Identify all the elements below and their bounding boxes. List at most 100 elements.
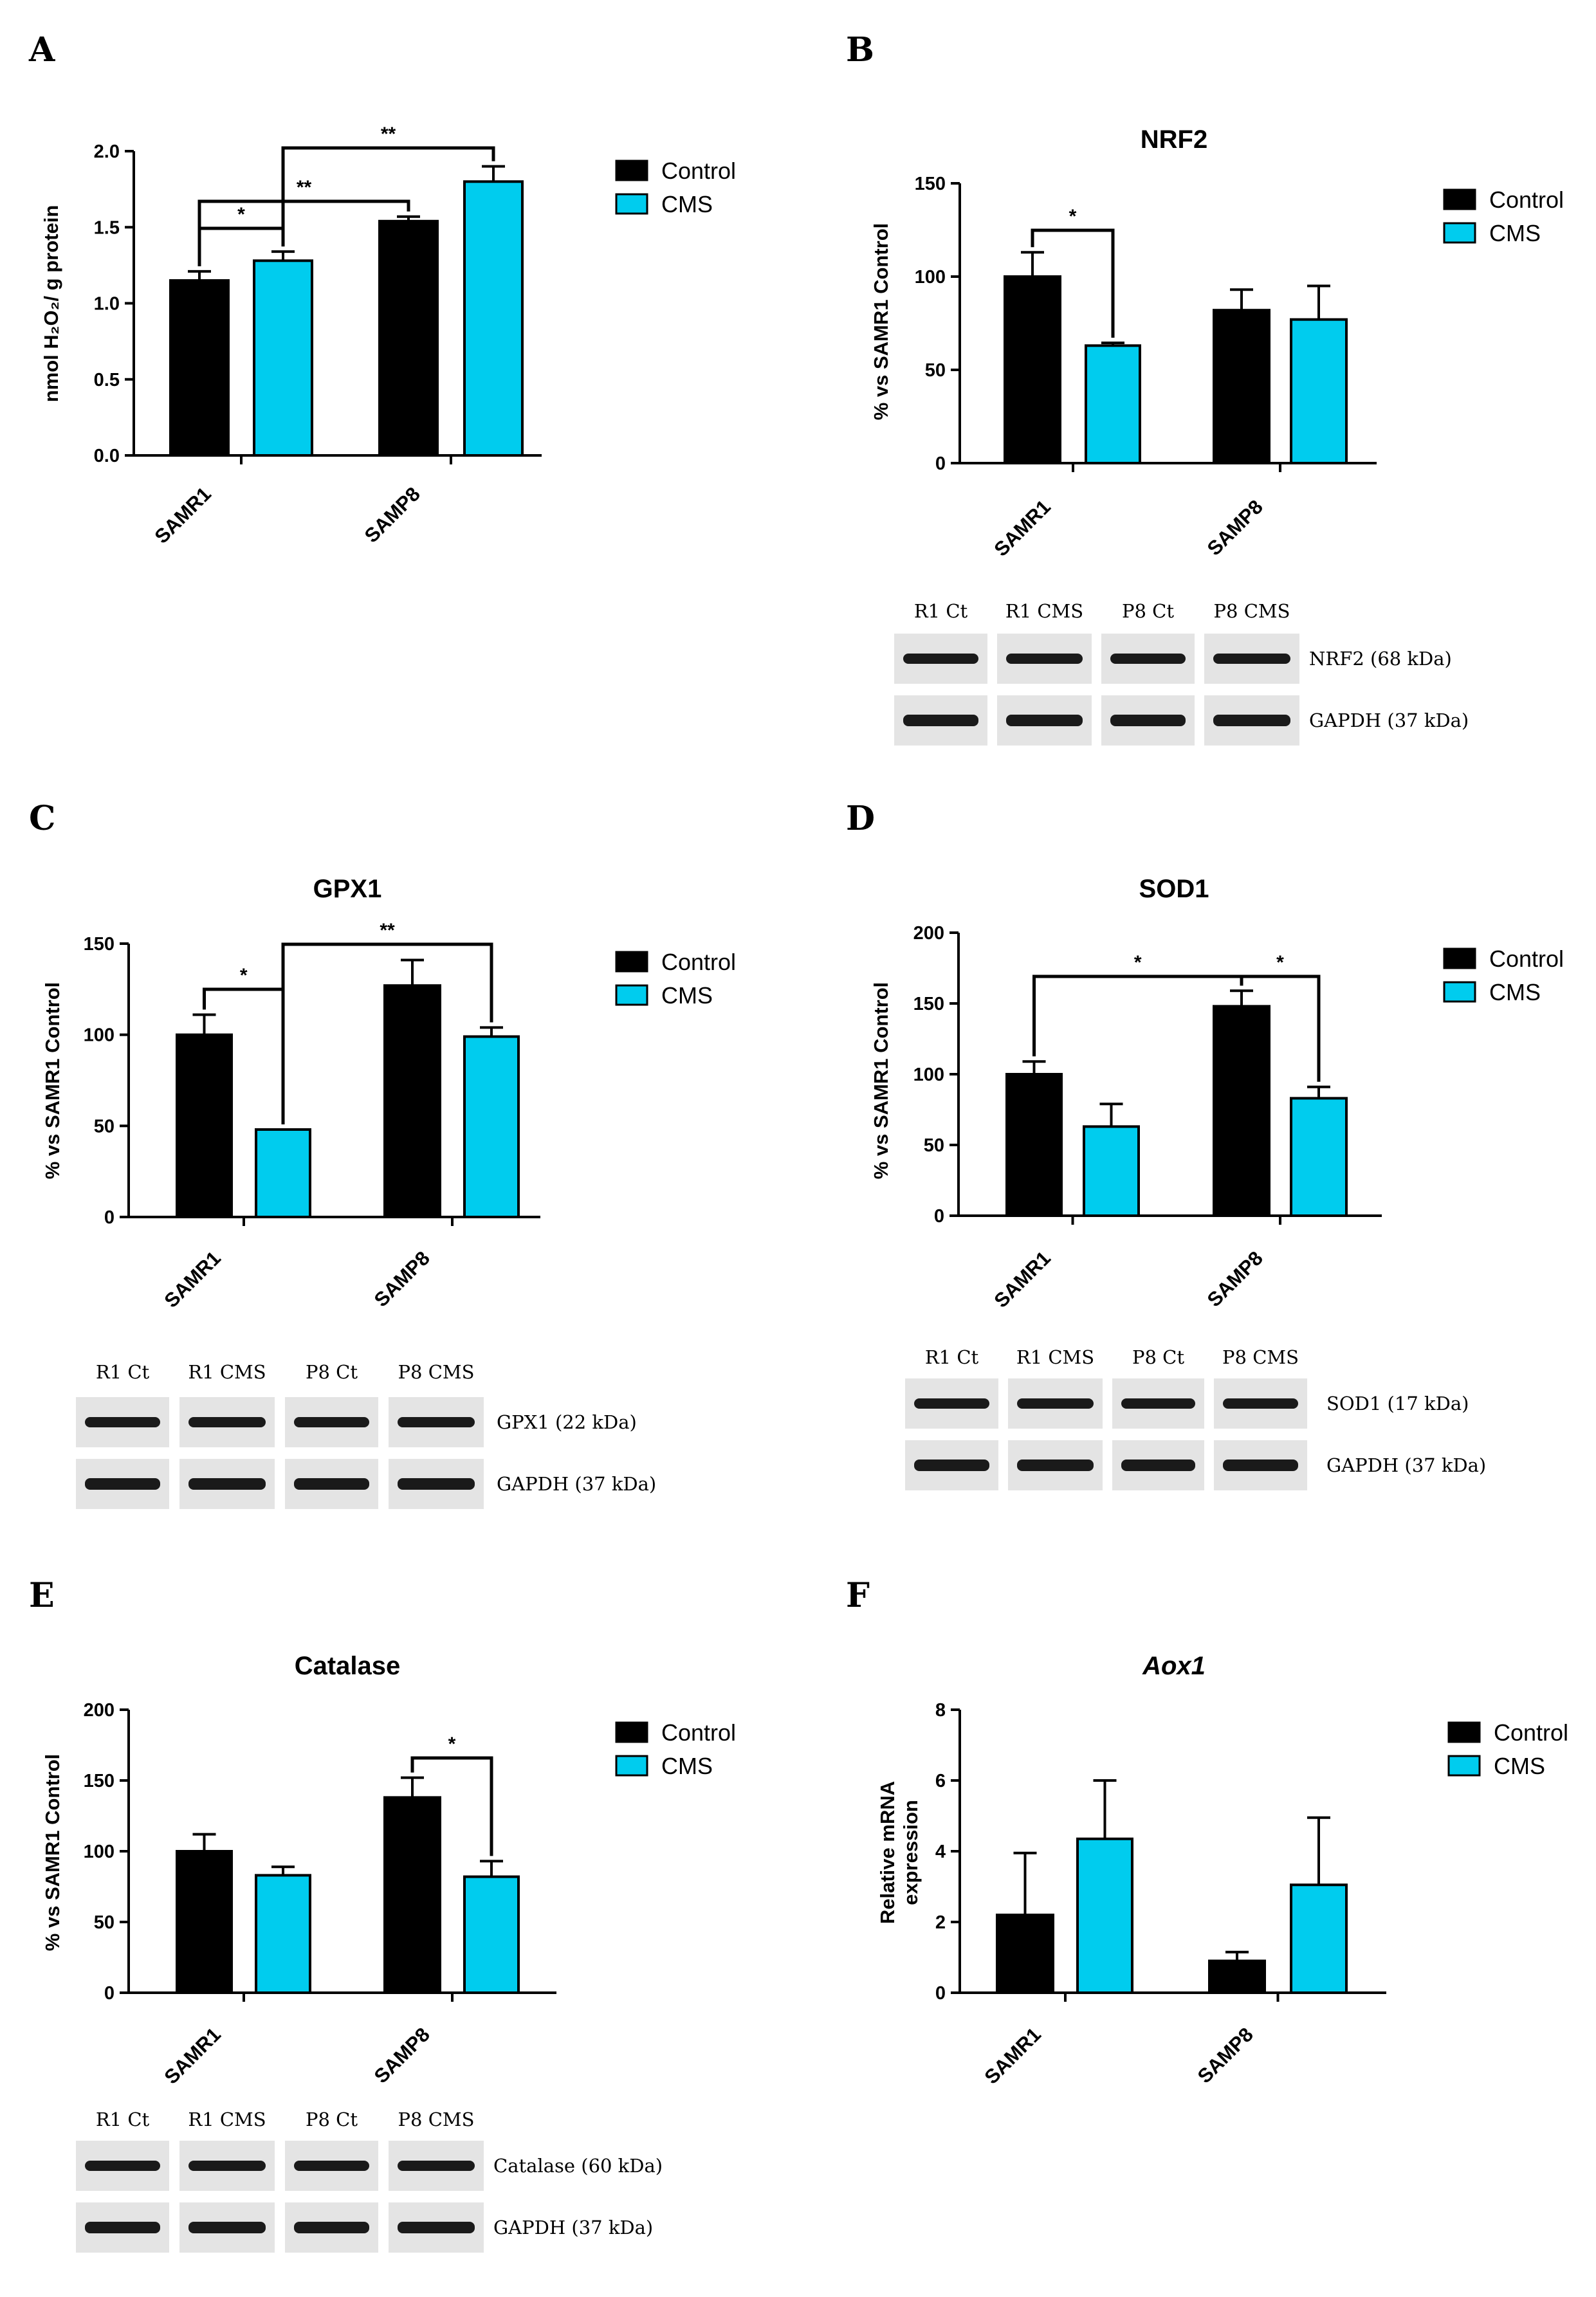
blot-band: [1223, 1460, 1298, 1471]
legend-swatch-control: [615, 1721, 648, 1743]
panel-f: F Aox1 0 2 4 6 8 Relative mRNAexpression SAMR1 SA…: [846, 1576, 1568, 2089]
y-tick-label: 2: [935, 1912, 946, 1933]
bar-samr1-control: [1004, 275, 1061, 464]
blot-band: [294, 2222, 369, 2233]
bar-samp8-control: [1213, 309, 1270, 465]
y-tick-label: 0: [104, 1983, 115, 2004]
legend-label-control: Control: [661, 949, 736, 975]
y-tick-label: 200: [84, 1700, 115, 1721]
chart-title: GPX1: [313, 875, 382, 903]
significance-label: **: [381, 124, 396, 145]
significance-label: *: [1276, 952, 1284, 973]
panel-letter: A: [28, 30, 55, 69]
blot-row-label: GAPDH (37 kDa): [1309, 709, 1469, 731]
category-label: SAMR1: [989, 1247, 1054, 1312]
legend-swatch-cms: [1447, 1755, 1481, 1777]
legend-swatch-cms: [615, 1755, 648, 1777]
category-label: SAMR1: [980, 2023, 1045, 2088]
blot-lane-label: P8 Ct: [1132, 1346, 1184, 1368]
bar-samr1-cms: [1076, 1837, 1133, 1994]
legend-swatch-cms: [1443, 981, 1476, 1003]
blot-band: [294, 2161, 369, 2171]
significance-bracket: [281, 146, 495, 247]
y-axis-label: % vs SAMR1 Control: [41, 1754, 64, 1952]
blot-band: [914, 1460, 989, 1471]
blot-band: [1121, 1398, 1195, 1409]
legend-label-cms: CMS: [1489, 220, 1541, 246]
blot-lane-label: P8 CMS: [1214, 600, 1290, 622]
bar-samr1-control: [996, 1914, 1054, 1994]
y-tick-label: 2.0: [94, 142, 120, 162]
blot-lane-label: R1 Ct: [96, 2109, 150, 2130]
panel-letter: E: [29, 1576, 55, 1615]
bar-samp8-control: [1208, 1959, 1266, 1994]
legend-label-cms: CMS: [1494, 1753, 1545, 1779]
blot-row-label: GAPDH (37 kDa): [1326, 1454, 1486, 1476]
western-blot: R1 Ct R1 CMS P8 Ct P8 CMS NRF2 (68 kDa) GAPDH…: [894, 600, 1469, 746]
blot-band: [85, 1478, 160, 1490]
legend-swatch-control: [615, 951, 648, 973]
panel-b: B NRF2 0 50 100 150 % vs SAMR1 Control SAMR1 SAM…: [846, 30, 1564, 746]
blot-band: [1110, 654, 1186, 664]
category-label: SAMP8: [1193, 2023, 1258, 2087]
category-label: SAMP8: [370, 1247, 434, 1311]
blot-band: [1110, 715, 1186, 726]
bar-samr1-cms: [255, 1874, 311, 1994]
y-tick-label: 0.5: [94, 370, 120, 390]
blot-band: [188, 1417, 266, 1427]
category-label: SAMP8: [370, 2023, 434, 2087]
significance-bracket: [281, 942, 493, 1124]
blot-band: [903, 715, 978, 726]
significance-bracket: [1032, 975, 1243, 1057]
y-axis-label: Relative mRNAexpression: [876, 1781, 922, 1924]
blot-row-label: NRF2 (68 kDa): [1309, 648, 1452, 670]
y-tick-label: 4: [935, 1842, 946, 1862]
blot-band: [1006, 654, 1083, 664]
category-label: SAMR1: [160, 2023, 225, 2088]
blot-band: [188, 1478, 266, 1490]
significance-label: *: [1134, 952, 1142, 973]
blot-band: [188, 2222, 266, 2233]
blot-lane-label: P8 Ct: [306, 1361, 358, 1383]
blot-band: [1213, 715, 1290, 726]
blot-lane-label: P8 Ct: [1122, 600, 1174, 622]
blot-band: [398, 2161, 475, 2171]
blot-band: [85, 2222, 160, 2233]
y-tick-label: 0.0: [94, 446, 120, 466]
y-tick-label: 0: [104, 1207, 115, 1228]
legend-label-control: Control: [661, 158, 736, 184]
panel-letter: F: [846, 1576, 870, 1615]
legend-swatch-control: [615, 160, 648, 181]
bar-samr1-control: [1005, 1073, 1063, 1217]
blot-lane-label: P8 CMS: [398, 1361, 475, 1383]
significance-label: *: [448, 1734, 456, 1755]
blot-band: [1017, 1398, 1094, 1409]
blot-band: [398, 1417, 475, 1427]
blot-lane-label: R1 CMS: [188, 2109, 266, 2130]
bar-samp8-cms: [1290, 318, 1348, 465]
y-tick-label: 0: [935, 1983, 946, 2004]
western-blot: R1 Ct R1 CMS P8 Ct P8 CMS SOD1 (17 kDa) GAPDH…: [905, 1346, 1486, 1490]
legend-swatch-cms: [1443, 222, 1476, 244]
y-tick-label: 50: [94, 1912, 115, 1933]
bar-samr1-cms: [1085, 344, 1141, 464]
y-tick-label: 150: [915, 174, 946, 194]
category-label: SAMP8: [1203, 495, 1267, 560]
blot-band: [398, 2222, 475, 2233]
blot-band: [85, 2161, 160, 2171]
y-tick-label: 0: [935, 453, 946, 474]
blot-lane-label: R1 CMS: [1016, 1346, 1094, 1368]
blot-row-label: Catalase (60 kDa): [493, 2155, 663, 2177]
legend-swatch-control: [1443, 188, 1476, 210]
y-tick-label: 1.0: [94, 294, 120, 315]
panel-c: C GPX1 0 50 100 150 % vs SAMR1 Control SAMR1 SAM…: [29, 799, 736, 1509]
panel-e: E Catalase 0 50 100 150 200 % vs SAMR1 Control S…: [29, 1576, 736, 2253]
category-label: SAMR1: [989, 495, 1054, 560]
category-label: SAMP8: [1203, 1247, 1267, 1311]
category-label: SAMR1: [160, 1247, 225, 1312]
bar-samp8-cms: [463, 1875, 520, 1995]
chart-title: SOD1: [1139, 875, 1209, 903]
bar-samp8-control: [383, 1796, 441, 1994]
y-tick-label: 150: [84, 934, 115, 955]
western-blot: R1 Ct R1 CMS P8 Ct P8 CMS GPX1 (22 kDa) GAPDH…: [76, 1361, 656, 1509]
